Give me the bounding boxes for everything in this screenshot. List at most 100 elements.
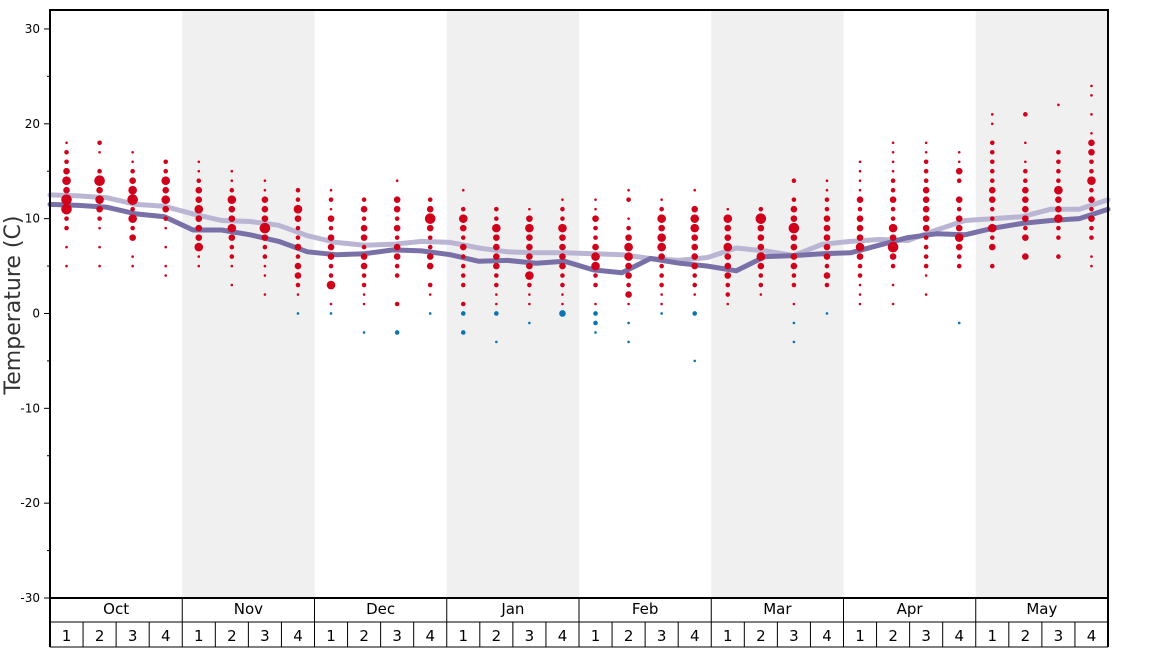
warm-dot [1090,84,1093,88]
warm-dot [1089,187,1094,193]
warm-dot [130,206,135,212]
warm-dot [227,223,237,233]
warm-dot [95,195,104,204]
warm-dot [923,235,929,240]
warm-dot [858,169,862,173]
warm-dot [857,206,863,212]
cold-dot [296,312,300,315]
warm-dot [1089,206,1094,212]
warm-dot [1022,234,1029,241]
warm-dot [889,196,897,203]
cold-dot [693,359,697,363]
warm-dot [65,264,68,268]
warm-dot [163,159,169,165]
warm-dot [460,301,466,307]
warm-dot [360,253,368,260]
warm-dot [856,224,864,232]
warm-dot [129,234,136,241]
week-label: 4 [822,627,832,645]
warm-dot [989,159,995,165]
warm-dot [263,293,267,296]
warm-dot [922,196,930,203]
warm-dot [591,252,600,261]
warm-dot [890,263,896,269]
y-tick-label: 0 [32,306,40,320]
warm-dot [261,234,269,241]
warm-dot [262,254,268,259]
warm-dot [493,262,500,270]
week-label: 1 [326,627,336,645]
warm-dot [691,234,699,241]
warm-dot [1024,141,1027,145]
warm-dot [891,160,895,164]
warm-dot [791,178,797,184]
warm-dot [1022,253,1029,260]
week-label: 2 [359,627,369,645]
week-label: 2 [624,627,634,645]
warm-dot [327,215,335,222]
warm-dot [924,274,928,277]
warm-dot [1090,255,1093,258]
warm-dot [891,150,895,154]
week-label: 3 [128,627,138,645]
warm-dot [857,263,863,269]
warm-dot [758,282,764,288]
warm-dot [393,196,401,203]
cold-dot [362,331,366,334]
warm-dot [660,293,663,296]
warm-dot [560,282,565,288]
warm-dot [261,205,269,213]
warm-dot [659,273,664,278]
warm-dot [594,302,597,306]
warm-dot [197,169,201,173]
warm-dot [362,293,366,296]
warm-dot [361,282,367,288]
warm-dot [97,140,102,146]
warm-dot [923,254,929,259]
warm-dot [624,242,633,252]
x-axis: Oct 1 2 3 4 Nov 1 2 3 4 Dec 1 2 3 4 Jan 1 2 3 4 Feb 1 2 3 4 Mar 1 2… [49,9,1109,648]
warm-dot [593,225,598,231]
warm-dot [427,197,433,202]
warm-dot [528,207,531,211]
warm-dot [889,234,897,241]
warm-dot [426,262,434,270]
warm-dot [660,302,663,306]
warm-dot [658,253,665,260]
warm-dot [560,216,565,221]
warm-dot [1054,214,1063,223]
warm-dot [758,206,764,212]
warm-dot [593,273,598,278]
warm-dot [1088,215,1095,222]
warm-dot [755,213,767,224]
warm-dot [922,205,930,213]
warm-dot [65,245,68,249]
warm-dot [328,263,334,269]
warm-dot [889,253,897,260]
warm-dot [1089,159,1094,165]
month-label-apr: Apr [897,600,924,618]
warm-dot [361,244,367,250]
warm-dot [162,186,170,194]
warm-dot [98,264,101,268]
warm-dot [361,216,367,221]
warm-dot [1057,103,1060,107]
warm-dot [163,168,169,174]
week-label: 2 [95,627,105,645]
warm-dot [858,283,862,287]
warm-dot [98,150,101,154]
warm-dot [459,243,467,251]
warm-dot [956,263,962,269]
y-tick-label: -20 [20,496,40,510]
warm-dot [427,282,433,288]
week-label: 4 [558,627,568,645]
warm-dot [494,206,499,212]
y-axis-title: Temperature (C) [1,216,26,396]
warm-dot [393,253,401,260]
warm-dot [493,243,500,251]
warm-dot [64,225,69,231]
warm-dot [329,207,333,211]
warm-dot [1090,113,1093,116]
warm-dot [229,254,235,259]
warm-dot [990,122,994,126]
